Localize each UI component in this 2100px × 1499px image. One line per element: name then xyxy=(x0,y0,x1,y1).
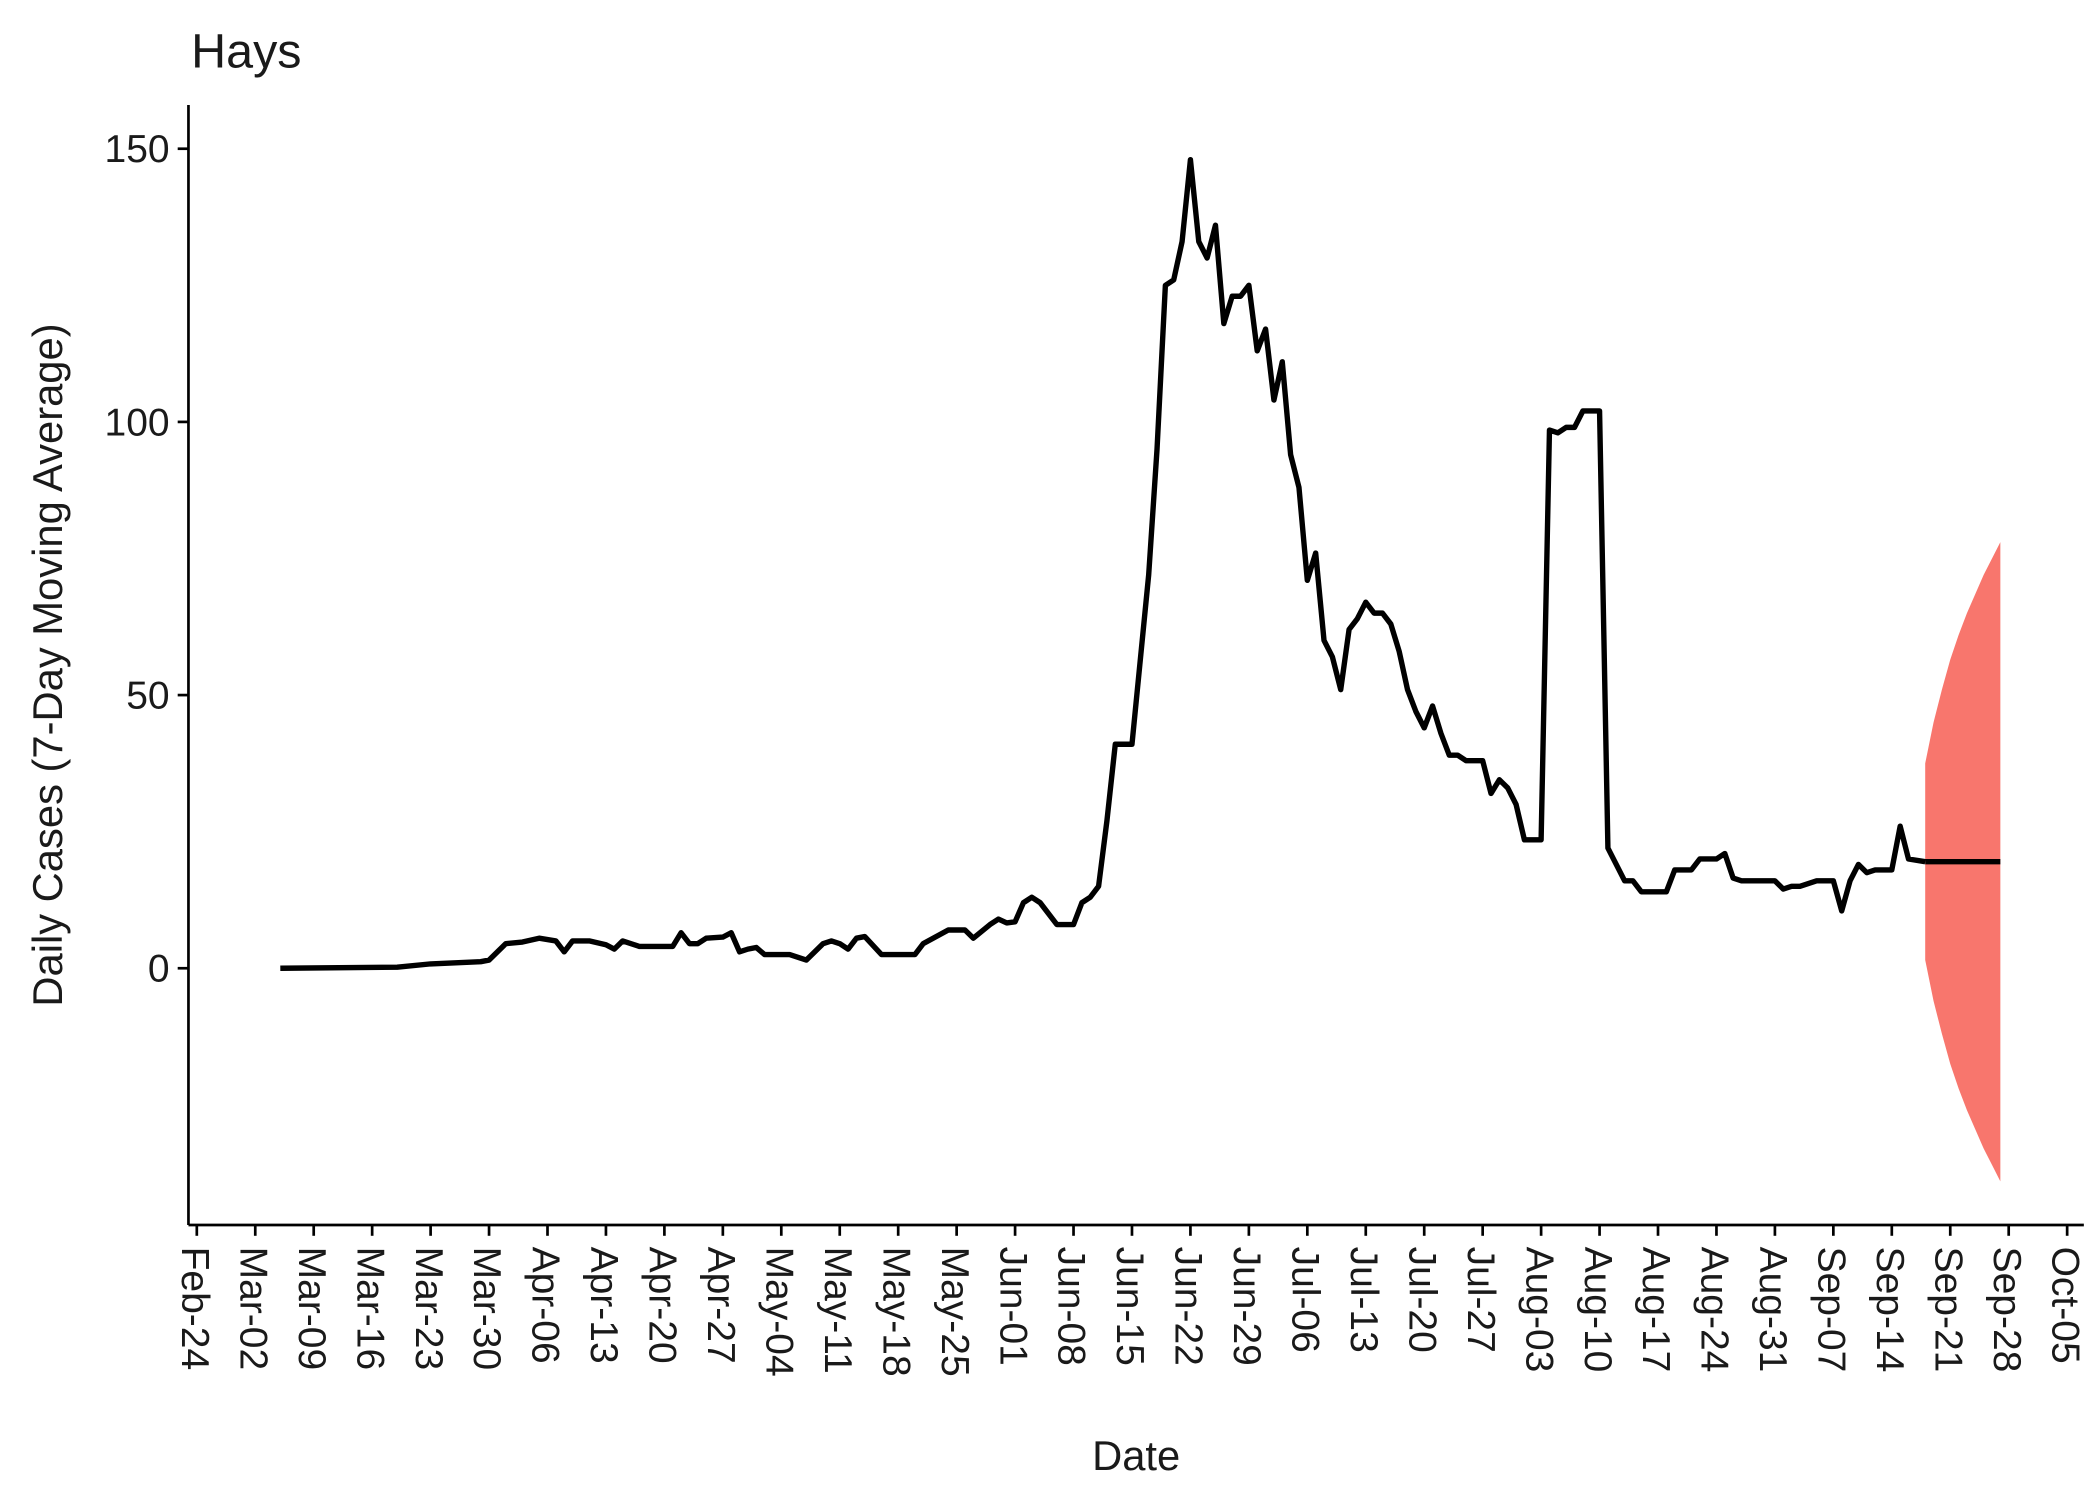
x-tick-label: May-18 xyxy=(874,1247,917,1377)
x-tick-label: Aug-24 xyxy=(1693,1247,1736,1373)
x-tick-label: Aug-31 xyxy=(1751,1247,1794,1373)
x-tick-label: Mar-09 xyxy=(290,1247,333,1371)
cases-line xyxy=(280,156,1926,971)
x-tick-label: Apr-27 xyxy=(699,1247,742,1364)
x-tick-label: Sep-07 xyxy=(1810,1247,1853,1373)
x-tick-label: Aug-03 xyxy=(1517,1247,1560,1373)
x-tick-label: Jul-06 xyxy=(1284,1247,1327,1353)
x-tick-label: Apr-13 xyxy=(582,1247,625,1364)
x-tick-label: Feb-24 xyxy=(173,1247,216,1371)
x-tick-label: Apr-06 xyxy=(524,1247,567,1364)
x-tick-label: Jul-13 xyxy=(1342,1247,1385,1353)
x-tick-label: Jun-29 xyxy=(1225,1247,1268,1366)
x-tick-label: Jul-27 xyxy=(1459,1247,1502,1353)
y-tick-label: 50 xyxy=(126,675,169,718)
x-tick-label: Mar-02 xyxy=(231,1247,274,1371)
x-tick-label: Jun-22 xyxy=(1167,1247,1210,1366)
x-tick-label: May-11 xyxy=(816,1247,859,1374)
x-axis-title: Date xyxy=(1092,1432,1180,1479)
x-tick-label: Jul-20 xyxy=(1400,1247,1443,1353)
y-tick-label: 150 xyxy=(105,128,170,171)
y-tick-label: 100 xyxy=(105,401,170,444)
x-tick-label: Sep-28 xyxy=(1985,1247,2028,1373)
y-axis-title: Daily Cases (7-Day Moving Average) xyxy=(24,323,71,1006)
x-tick-label: Mar-30 xyxy=(465,1247,508,1371)
x-tick-label: Jun-08 xyxy=(1050,1247,1093,1366)
x-tick-label: Apr-20 xyxy=(641,1247,684,1364)
x-tick-label: Mar-16 xyxy=(348,1247,391,1371)
x-tick-label: Oct-05 xyxy=(2043,1247,2086,1364)
x-tick-label: Jun-15 xyxy=(1108,1247,1151,1366)
x-tick-label: May-04 xyxy=(757,1247,800,1377)
x-tick-label: Aug-10 xyxy=(1576,1247,1619,1373)
chart-title: Hays xyxy=(191,24,301,78)
x-tick-label: Sep-21 xyxy=(1926,1247,1969,1373)
x-tick-label: Mar-23 xyxy=(407,1247,450,1371)
y-tick-label: 0 xyxy=(148,948,170,991)
x-tick-label: May-25 xyxy=(933,1247,976,1377)
x-tick-label: Jun-01 xyxy=(991,1247,1034,1366)
x-tick-label: Aug-17 xyxy=(1634,1247,1677,1373)
x-tick-label: Sep-14 xyxy=(1868,1247,1911,1373)
